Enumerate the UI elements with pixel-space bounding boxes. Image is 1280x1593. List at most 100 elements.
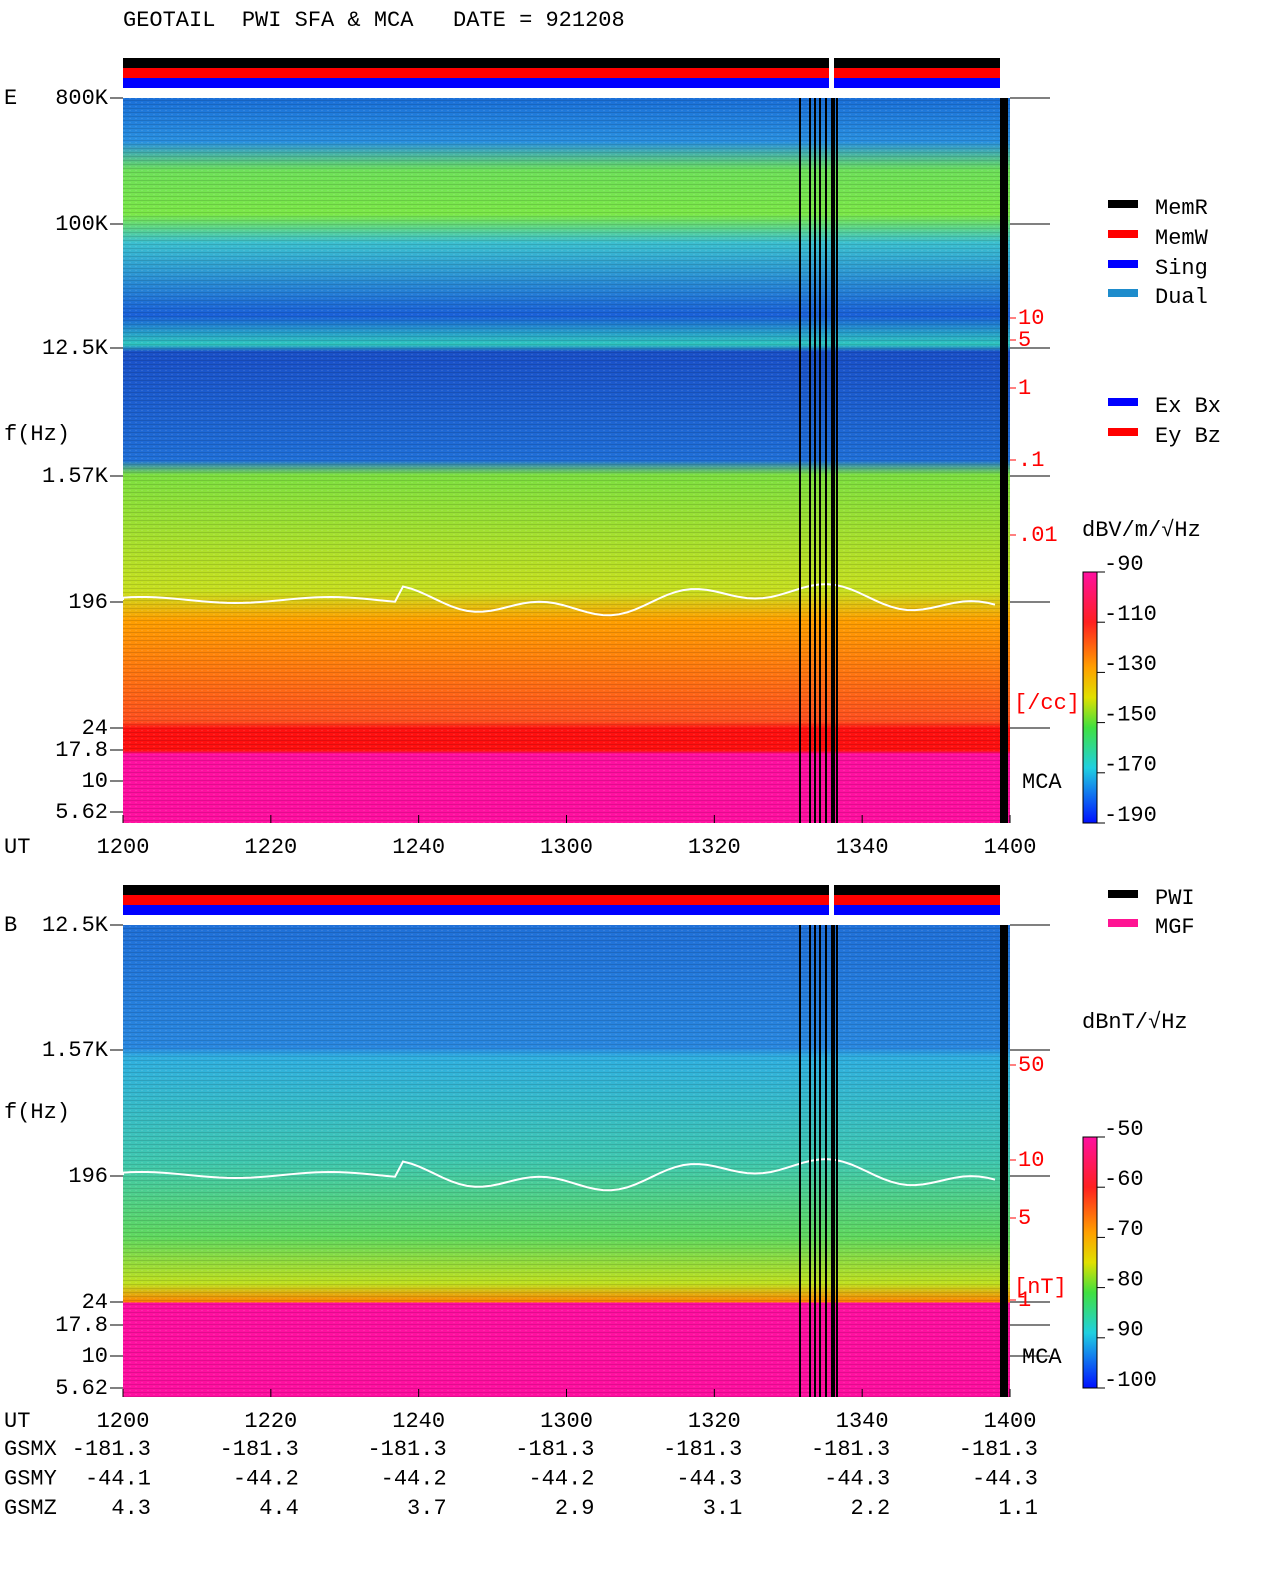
panel-label: B <box>4 913 17 938</box>
time-tick-label: 1240 <box>392 835 445 860</box>
density-tick-label: 5 <box>1018 328 1031 353</box>
orbit-value: -44.3 <box>824 1466 890 1491</box>
time-tick-label: 1340 <box>836 1409 889 1434</box>
y-axis-label: f(Hz) <box>4 422 70 447</box>
freq-tick-label: 5.62 <box>55 800 108 825</box>
freq-tick-label: 1.57K <box>42 464 109 489</box>
legend-label: MemR <box>1155 196 1208 221</box>
time-tick-label: 1400 <box>984 1409 1037 1434</box>
time-tick-label: 1220 <box>244 835 297 860</box>
time-tick-label: 1240 <box>392 1409 445 1434</box>
colorbar-tick-label: -170 <box>1104 753 1157 778</box>
orbit-value: -44.1 <box>85 1466 151 1491</box>
orbit-value: -181.3 <box>663 1437 742 1462</box>
orbit-value: 2.2 <box>851 1496 891 1521</box>
orbit-value: -44.3 <box>972 1466 1038 1491</box>
orbit-value: 3.1 <box>703 1496 743 1521</box>
time-tick-label: 1200 <box>97 835 150 860</box>
legend-swatch <box>1108 260 1138 268</box>
density-tick-label: 1 <box>1018 1288 1031 1313</box>
time-tick-label: 1300 <box>540 835 593 860</box>
orbit-value: 2.9 <box>555 1496 595 1521</box>
time-tick-label: 1300 <box>540 1409 593 1434</box>
freq-tick-label: 100K <box>55 212 109 237</box>
time-tick-label: 1200 <box>97 1409 150 1434</box>
freq-tick-label: 17.8 <box>55 1313 108 1338</box>
status-gap <box>829 885 834 915</box>
freq-tick-label: 1.57K <box>42 1038 109 1063</box>
orbit-value: -181.3 <box>515 1437 594 1462</box>
title: GEOTAIL PWI SFA & MCA DATE = 921208 <box>123 8 625 33</box>
plots: Ef(Hz)800K100K12.5K1.57K1962417.8105.621… <box>4 58 1221 1521</box>
status-bar <box>123 58 1010 68</box>
orbit-value: -181.3 <box>72 1437 151 1462</box>
colorbar-tick-label: -150 <box>1104 702 1157 727</box>
status-bar <box>123 78 1010 88</box>
legend-swatch <box>1108 398 1138 406</box>
spectrogram-texture <box>123 925 1010 1397</box>
density-tick-label: 10 <box>1018 1148 1044 1173</box>
colorbar-tick-label: -100 <box>1104 1368 1157 1393</box>
colorbar-tick-label: -60 <box>1104 1167 1144 1192</box>
legend-swatch <box>1108 200 1138 208</box>
legend-label: PWI <box>1155 886 1195 911</box>
time-axis-label: UT <box>4 835 30 860</box>
density-tick-label: 50 <box>1018 1053 1044 1078</box>
freq-tick-label: 17.8 <box>55 738 108 763</box>
colorbar-tick-label: -80 <box>1104 1267 1144 1292</box>
orbit-value: 3.7 <box>407 1496 447 1521</box>
colorbar-tick-label: -90 <box>1104 1318 1144 1343</box>
orbit-value: 4.4 <box>259 1496 299 1521</box>
legend-swatch <box>1108 919 1138 927</box>
legend-swatch <box>1108 289 1138 297</box>
plasma-line <box>122 583 996 617</box>
time-tick-label: 1320 <box>688 835 741 860</box>
orbit-value: 4.3 <box>111 1496 151 1521</box>
status-gap <box>829 58 834 88</box>
density-unit: [/cc] <box>1014 691 1080 716</box>
density-tick-label: 1 <box>1018 376 1031 401</box>
orbit-value: -181.3 <box>811 1437 890 1462</box>
colorbar-tick-label: -50 <box>1104 1117 1144 1142</box>
y-axis-label: f(Hz) <box>4 1100 70 1125</box>
status-gap <box>1000 58 1010 88</box>
colorbar-tick-label: -190 <box>1104 803 1157 828</box>
orbit-value: -44.3 <box>676 1466 742 1491</box>
density-unit: [nT] <box>1014 1275 1067 1300</box>
legend-swatch <box>1108 890 1138 898</box>
time-axis-label: UT <box>4 1409 30 1434</box>
orbit-label: GSMY <box>4 1466 57 1491</box>
time-tick-label: 1400 <box>984 835 1037 860</box>
colorbar-tick-label: -90 <box>1104 552 1144 577</box>
density-tick-label: .01 <box>1018 523 1058 548</box>
orbit-label: GSMZ <box>4 1496 57 1521</box>
freq-tick-label: 24 <box>82 716 108 741</box>
freq-tick-label: 800K <box>55 86 109 111</box>
data-gap <box>1000 925 1008 1397</box>
density-tick-label: 10 <box>1018 306 1044 331</box>
time-tick-label: 1340 <box>836 835 889 860</box>
freq-tick-label: 24 <box>82 1290 108 1315</box>
colorbar-tick-label: -110 <box>1104 602 1157 627</box>
legend-swatch <box>1108 230 1138 238</box>
plasma-line <box>122 1158 996 1192</box>
time-tick-label: 1220 <box>244 1409 297 1434</box>
freq-tick-label: 12.5K <box>42 336 109 361</box>
freq-tick-label: 196 <box>68 1164 108 1189</box>
legend-label: Sing <box>1155 256 1208 281</box>
panel-label: E <box>4 86 17 111</box>
colorbar-title: dBnT/√Hz <box>1082 1010 1188 1035</box>
mca-label: MCA <box>1022 1345 1062 1370</box>
time-tick-label: 1320 <box>688 1409 741 1434</box>
orbit-value: -181.3 <box>367 1437 446 1462</box>
colorbar <box>1082 571 1098 824</box>
freq-tick-label: 12.5K <box>42 913 109 938</box>
density-tick-label: 5 <box>1018 1206 1031 1231</box>
spectrogram-texture <box>123 98 1010 823</box>
orbit-value: -44.2 <box>233 1466 299 1491</box>
orbit-value: -44.2 <box>528 1466 594 1491</box>
legend-label: Ex Bx <box>1155 394 1221 419</box>
colorbar-title: dBV/m/√Hz <box>1082 518 1201 543</box>
colorbar <box>1082 1136 1098 1389</box>
legend-label: MemW <box>1155 226 1209 251</box>
